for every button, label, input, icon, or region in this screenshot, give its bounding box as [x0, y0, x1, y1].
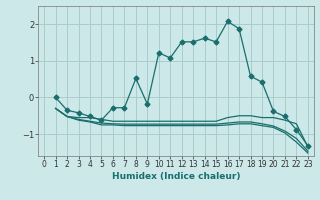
X-axis label: Humidex (Indice chaleur): Humidex (Indice chaleur)	[112, 172, 240, 181]
